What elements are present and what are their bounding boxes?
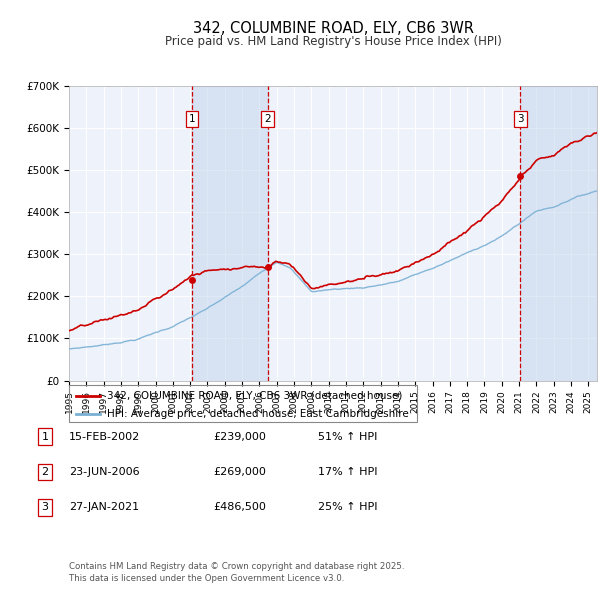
Text: 2: 2 (264, 114, 271, 124)
Text: 2: 2 (41, 467, 49, 477)
Bar (520, 86, 597, 381)
Text: 3: 3 (41, 503, 49, 512)
Text: Price paid vs. HM Land Registry's House Price Index (HPI): Price paid vs. HM Land Registry's House … (164, 35, 502, 48)
Text: 342, COLUMBINE ROAD, ELY, CB6 3WR: 342, COLUMBINE ROAD, ELY, CB6 3WR (193, 21, 473, 35)
Text: 342, COLUMBINE ROAD, ELY, CB6 3WR (detached house): 342, COLUMBINE ROAD, ELY, CB6 3WR (detac… (107, 391, 403, 401)
Text: 27-JAN-2021: 27-JAN-2021 (69, 503, 139, 512)
Text: £269,000: £269,000 (213, 467, 266, 477)
Text: 25% ↑ HPI: 25% ↑ HPI (318, 503, 377, 512)
Text: HPI: Average price, detached house, East Cambridgeshire: HPI: Average price, detached house, East… (107, 409, 409, 419)
Text: 1: 1 (41, 432, 49, 441)
Text: Contains HM Land Registry data © Crown copyright and database right 2025.
This d: Contains HM Land Registry data © Crown c… (69, 562, 404, 583)
Text: £486,500: £486,500 (213, 503, 266, 512)
Bar (192, 86, 268, 381)
Text: 17% ↑ HPI: 17% ↑ HPI (318, 467, 377, 477)
Text: 1: 1 (189, 114, 196, 124)
Text: 3: 3 (517, 114, 524, 124)
Text: 15-FEB-2002: 15-FEB-2002 (69, 432, 140, 441)
Text: 23-JUN-2006: 23-JUN-2006 (69, 467, 140, 477)
Text: £239,000: £239,000 (213, 432, 266, 441)
Text: 51% ↑ HPI: 51% ↑ HPI (318, 432, 377, 441)
